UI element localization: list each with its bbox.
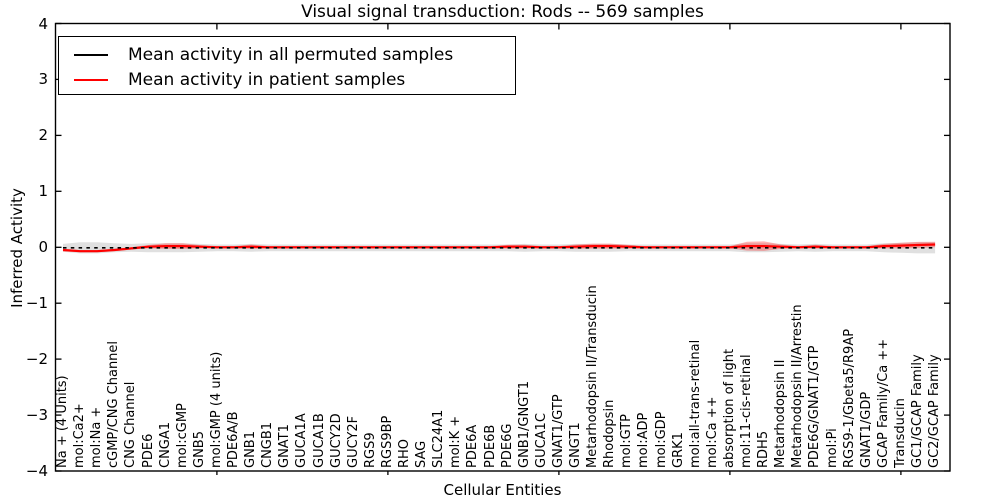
y-tick-label: −3	[25, 406, 48, 425]
legend-label-patient: Mean activity in patient samples	[128, 69, 406, 90]
x-category-label: CNGA1	[157, 421, 173, 468]
chart-title: Visual signal transduction: Rods -- 569 …	[301, 2, 704, 22]
y-tick-label: 4	[38, 14, 48, 33]
x-category-label: mol:Na +	[89, 406, 105, 468]
x-category-label: SLC24A1	[431, 409, 447, 468]
x-category-label: Transducin	[892, 398, 908, 468]
x-category-label: SAG	[414, 440, 430, 468]
legend-line-patient-icon	[74, 78, 108, 81]
x-category-label: GNB1/GNGT1	[516, 381, 532, 468]
x-axis-label: Cellular Entities	[443, 481, 562, 499]
x-category-label: mol:GDP	[653, 411, 669, 468]
y-tick-label: 2	[38, 126, 48, 145]
x-category-label: PDE6B	[482, 424, 498, 468]
x-category-label: Metarhodopsin II/Arrestin	[790, 304, 806, 468]
x-category-label: GNAT1/GDP	[858, 391, 874, 468]
x-category-label: GNAT1	[277, 424, 293, 468]
y-tick-label: −2	[25, 350, 48, 369]
y-tick-label: −1	[25, 294, 48, 313]
x-category-label: Na + (4 Units)	[55, 375, 70, 468]
x-category-label: mol:GMP (4 units)	[208, 351, 224, 468]
x-category-label: PDE6A/B	[226, 411, 241, 468]
legend: Mean activity in all permuted samples Me…	[58, 36, 516, 95]
x-category-label: mol:cGMP	[174, 403, 190, 468]
y-tick-label: 0	[38, 238, 48, 257]
x-category-label: GUCA1C	[533, 413, 549, 468]
x-category-label: GNAT1/GTP	[550, 394, 566, 468]
x-category-label: absorption of light	[721, 348, 737, 468]
x-category-label: CNGB1	[260, 421, 276, 468]
x-category-label: PDE6A	[465, 424, 481, 468]
x-category-label: mol:Ca2+	[72, 403, 88, 468]
y-tick-label: −4	[25, 462, 48, 480]
x-category-label: GUCA1B	[311, 413, 327, 468]
x-category-label: mol:all-trans-retinal	[687, 339, 703, 468]
x-category-label: PDE6G/GNAT1/GTP	[807, 345, 823, 468]
x-category-label: RGS9-1/Gbeta5/R9AP	[841, 328, 857, 468]
x-category-label: Metarhodopsin II/Transducin	[585, 285, 601, 468]
x-category-label: mol:GTP	[619, 414, 635, 468]
x-category-label: mol:Ca ++	[704, 396, 720, 468]
x-category-label: mol:ADP	[636, 412, 652, 468]
x-category-label: RDH5	[756, 430, 772, 468]
legend-label-permuted: Mean activity in all permuted samples	[128, 44, 454, 65]
x-category-label: GRK1	[670, 432, 686, 468]
x-category-label: RGS9	[362, 432, 378, 468]
x-category-label: PDE6	[140, 433, 156, 468]
x-category-label: Metarhodopsin II	[773, 359, 789, 468]
x-category-label: GUCY2F	[345, 415, 361, 468]
y-tick-label: 1	[38, 182, 48, 201]
x-category-label: CNG Channel	[123, 381, 139, 468]
x-category-label: PDE6G	[499, 423, 515, 468]
x-category-label: cGMP/CNG Channel	[106, 340, 122, 468]
x-category-label: GNB5	[191, 431, 207, 468]
y-tick-label: 3	[38, 70, 48, 89]
x-category-label: GNGT1	[568, 422, 583, 468]
x-category-label: mol:Pi	[824, 428, 840, 468]
x-category-label: RGS9BP	[379, 415, 395, 468]
x-category-label: GNB1	[243, 431, 259, 468]
x-category-label: GUCA1A	[294, 413, 310, 468]
x-category-label: Rhodopsin	[602, 399, 618, 468]
x-category-label: GCAP Family/Ca ++	[875, 338, 891, 468]
legend-entry-permuted: Mean activity in all permuted samples	[59, 42, 515, 67]
legend-entry-patient: Mean activity in patient samples	[59, 67, 515, 92]
x-category-label: mol:K +	[448, 415, 464, 468]
x-category-label: GUCY2D	[328, 413, 344, 468]
x-category-label: RHO	[397, 438, 412, 468]
x-category-label: mol:11-cis-retinal	[739, 354, 754, 468]
legend-line-permuted-icon	[74, 53, 108, 56]
x-category-label: GC2/GCAP Family	[927, 354, 943, 468]
x-category-label: GC1/GCAP Family	[910, 354, 925, 468]
